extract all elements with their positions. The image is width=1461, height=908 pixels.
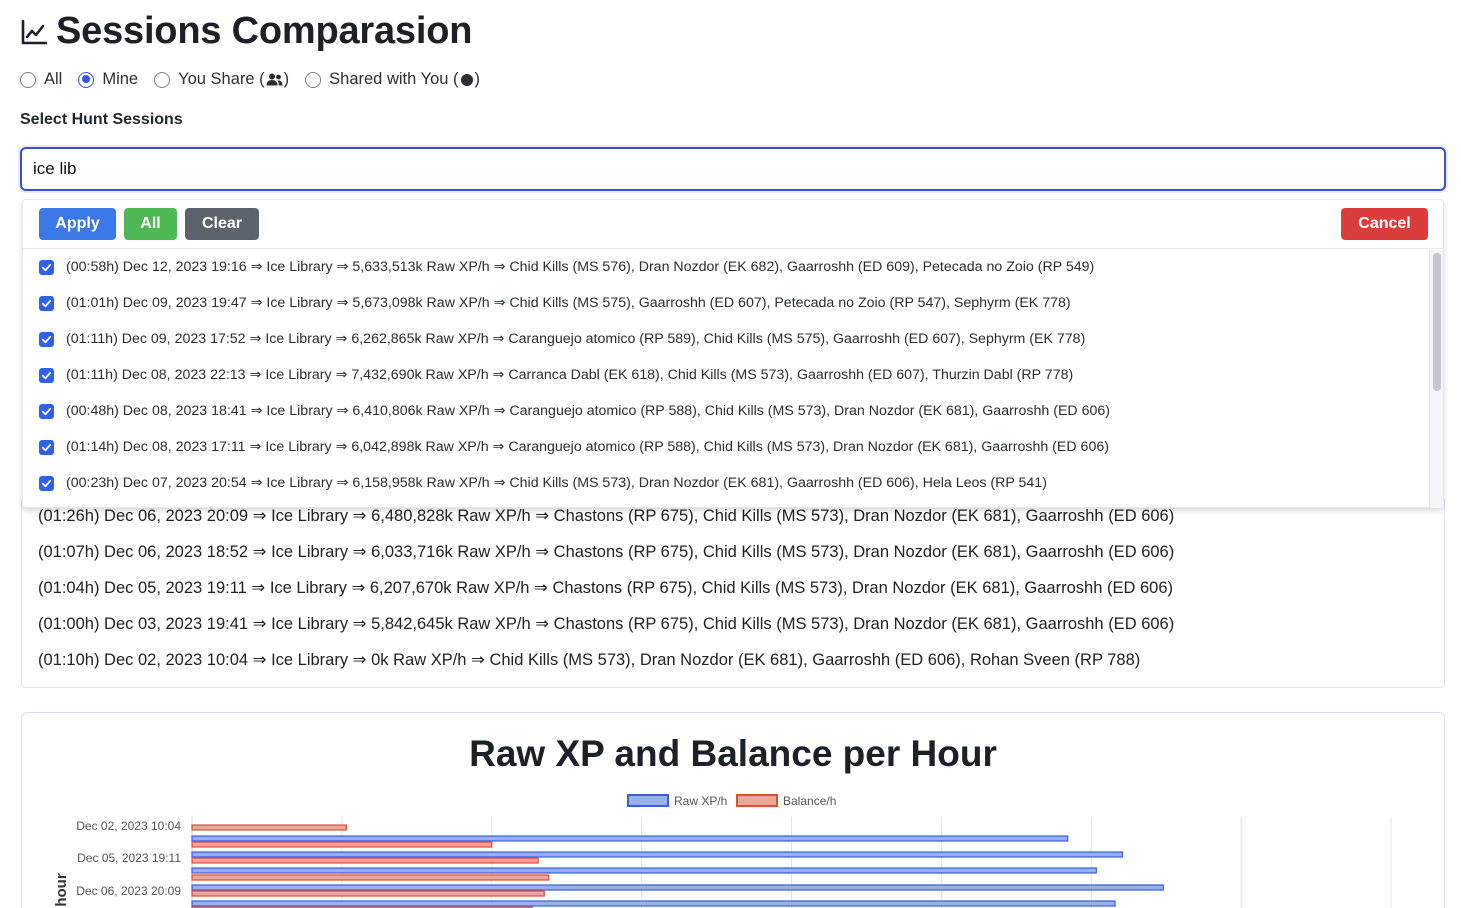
filter-all[interactable]: All bbox=[20, 70, 62, 89]
checkbox[interactable] bbox=[39, 439, 54, 455]
session-dropdown: Apply All Clear Cancel (00:58h) Dec 12, … bbox=[22, 199, 1444, 508]
filter-you-share-radio[interactable] bbox=[154, 71, 171, 88]
checkbox[interactable] bbox=[39, 475, 54, 491]
filter-shared-with-you-radio[interactable] bbox=[305, 71, 322, 88]
session-search-input[interactable] bbox=[20, 147, 1446, 191]
page-title: Sessions Comparasion bbox=[56, 10, 473, 52]
selected-session-item[interactable]: (01:00h) Dec 03, 2023 19:41 ⇒ Ice Librar… bbox=[38, 615, 1175, 633]
filter-mine[interactable]: Mine bbox=[78, 70, 138, 89]
apply-button[interactable]: Apply bbox=[39, 208, 116, 240]
session-option-label: (00:48h) Dec 08, 2023 18:41 ⇒ Ice Librar… bbox=[66, 403, 1111, 419]
selected-session-item[interactable]: (01:04h) Dec 05, 2023 19:11 ⇒ Ice Librar… bbox=[38, 579, 1173, 597]
legend-label: Balance/h bbox=[783, 794, 836, 808]
legend-label: Raw XP/h bbox=[674, 794, 727, 808]
y-axis-title: hour bbox=[53, 873, 70, 906]
selected-session-item[interactable]: (01:26h) Dec 06, 2023 20:09 ⇒ Ice Librar… bbox=[38, 507, 1175, 525]
cancel-button[interactable]: Cancel bbox=[1341, 208, 1428, 240]
session-option-label: (00:58h) Dec 12, 2023 19:16 ⇒ Ice Librar… bbox=[66, 259, 1095, 275]
check-icon bbox=[41, 479, 52, 487]
session-option[interactable]: (00:48h) Dec 08, 2023 18:41 ⇒ Ice Librar… bbox=[39, 401, 1110, 421]
session-option[interactable]: (00:58h) Dec 12, 2023 19:16 ⇒ Ice Librar… bbox=[39, 257, 1094, 277]
dropdown-scroll-thumb[interactable] bbox=[1433, 253, 1441, 391]
select-sessions-label: Select Hunt Sessions bbox=[20, 111, 183, 128]
balance-bar bbox=[191, 890, 545, 897]
session-option[interactable]: (01:11h) Dec 08, 2023 22:13 ⇒ Ice Librar… bbox=[39, 365, 1073, 385]
session-option[interactable]: (01:14h) Dec 08, 2023 17:11 ⇒ Ice Librar… bbox=[39, 437, 1109, 457]
check-icon bbox=[41, 407, 52, 415]
filter-mine-label: Mine bbox=[102, 70, 139, 88]
filter-all-radio[interactable] bbox=[20, 71, 36, 88]
filter-shared-with-you-label: Shared with You ( bbox=[329, 70, 459, 88]
raw-xp-bar bbox=[191, 867, 1097, 874]
checkbox[interactable] bbox=[39, 331, 54, 347]
checkbox[interactable] bbox=[39, 403, 54, 419]
raw-xp-bar bbox=[191, 900, 1116, 907]
raw-xp-bar bbox=[191, 884, 1164, 891]
check-icon bbox=[41, 335, 52, 343]
balance-bar bbox=[191, 841, 493, 848]
session-option-label: (01:01h) Dec 09, 2023 19:47 ⇒ Ice Librar… bbox=[66, 295, 1071, 311]
y-tick-label: Dec 02, 2023 10:04 bbox=[76, 819, 181, 833]
y-tick-label: Dec 06, 2023 20:09 bbox=[76, 884, 181, 898]
filter-you-share[interactable]: You Share ( ) bbox=[154, 70, 289, 89]
session-option-label: (01:14h) Dec 08, 2023 17:11 ⇒ Ice Librar… bbox=[66, 439, 1109, 455]
page-header: Sessions Comparasion bbox=[20, 10, 472, 53]
check-icon bbox=[41, 299, 52, 307]
check-icon bbox=[41, 443, 52, 451]
y-tick-label: Dec 05, 2023 19:11 bbox=[77, 851, 181, 865]
chart-card: Raw XP and Balance per Hour Raw XP/h Bala… bbox=[21, 712, 1445, 908]
checkbox[interactable] bbox=[39, 367, 54, 383]
session-option-label: (01:11h) Dec 09, 2023 17:52 ⇒ Ice Librar… bbox=[66, 331, 1086, 347]
session-option-label: (00:23h) Dec 07, 2023 20:54 ⇒ Ice Librar… bbox=[66, 475, 1047, 491]
legend-swatch bbox=[627, 794, 669, 807]
raw-xp-bar bbox=[191, 835, 1069, 842]
session-filter-group: All Mine You Share ( ) Shared with You (… bbox=[20, 70, 496, 89]
balance-bar bbox=[191, 824, 347, 831]
dropdown-scrollbar[interactable] bbox=[1429, 250, 1443, 508]
session-option[interactable]: (01:01h) Dec 09, 2023 19:47 ⇒ Ice Librar… bbox=[39, 293, 1071, 313]
check-icon bbox=[41, 371, 52, 379]
filter-shared-with-you[interactable]: Shared with You ( ) bbox=[305, 70, 480, 89]
filter-you-share-suffix: ) bbox=[283, 70, 290, 88]
line-chart-icon bbox=[21, 19, 48, 44]
session-option[interactable]: (00:23h) Dec 07, 2023 20:54 ⇒ Ice Librar… bbox=[39, 473, 1047, 493]
session-option-label: (01:11h) Dec 08, 2023 22:13 ⇒ Ice Librar… bbox=[66, 367, 1074, 383]
users-icon bbox=[266, 73, 283, 86]
bar-chart: Raw XP/h Balance/h Dec 02, 2023 10:04 Dec 0… bbox=[53, 794, 1392, 908]
dropdown-toolbar: Apply All Clear Cancel bbox=[23, 200, 1443, 249]
checkbox[interactable] bbox=[39, 295, 54, 311]
circle-icon bbox=[460, 73, 473, 86]
balance-bar bbox=[191, 857, 539, 864]
filter-mine-radio[interactable] bbox=[78, 71, 95, 88]
selected-session-item[interactable]: (01:07h) Dec 06, 2023 18:52 ⇒ Ice Librar… bbox=[38, 543, 1175, 561]
checkbox[interactable] bbox=[39, 259, 54, 275]
raw-xp-bar bbox=[191, 851, 1124, 858]
balance-bar bbox=[191, 874, 550, 881]
selected-sessions-list: (01:26h) Dec 06, 2023 20:09 ⇒ Ice Librar… bbox=[21, 497, 1445, 688]
check-icon bbox=[41, 263, 52, 271]
legend-swatch bbox=[736, 794, 778, 807]
filter-all-label: All bbox=[44, 70, 63, 88]
filter-you-share-label: You Share ( bbox=[178, 70, 265, 88]
selected-session-item[interactable]: (01:10h) Dec 02, 2023 10:04 ⇒ Ice Librar… bbox=[38, 651, 1141, 669]
session-option[interactable]: (01:11h) Dec 09, 2023 17:52 ⇒ Ice Librar… bbox=[39, 329, 1085, 349]
filter-shared-with-you-suffix: ) bbox=[474, 70, 481, 88]
chart-title: Raw XP and Balance per Hour bbox=[469, 733, 997, 774]
select-all-button[interactable]: All bbox=[124, 208, 177, 240]
clear-button[interactable]: Clear bbox=[185, 208, 259, 240]
